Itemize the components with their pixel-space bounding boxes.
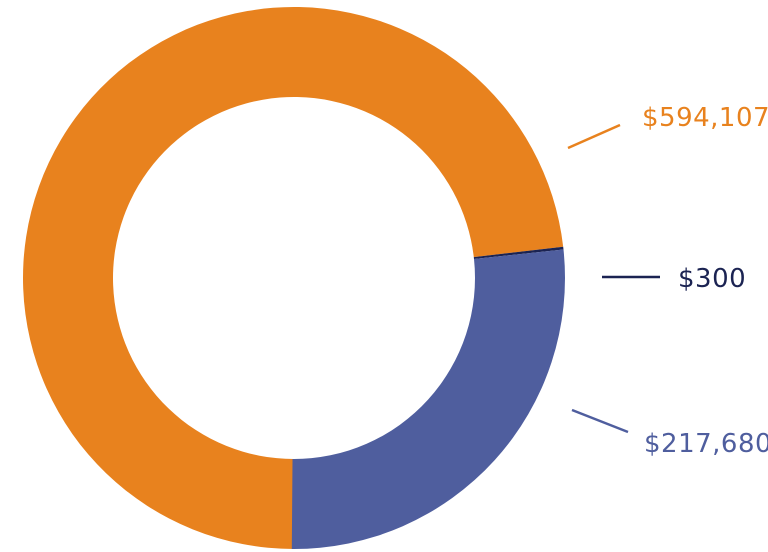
leader-lines (567, 123, 660, 434)
slice-label-1: $300 (678, 264, 746, 294)
slice-1 (473, 246, 564, 259)
leader-line-2 (571, 408, 629, 434)
slice-0 (23, 6, 564, 549)
leader-line-0 (567, 123, 621, 150)
slice-label-2: $217,680 (644, 429, 768, 459)
slice-label-0: $594,107 (642, 103, 768, 133)
slice-labels: $594,107 $300 $217,680 (642, 103, 768, 459)
donut-slices (23, 6, 565, 550)
slice-2 (291, 249, 565, 550)
